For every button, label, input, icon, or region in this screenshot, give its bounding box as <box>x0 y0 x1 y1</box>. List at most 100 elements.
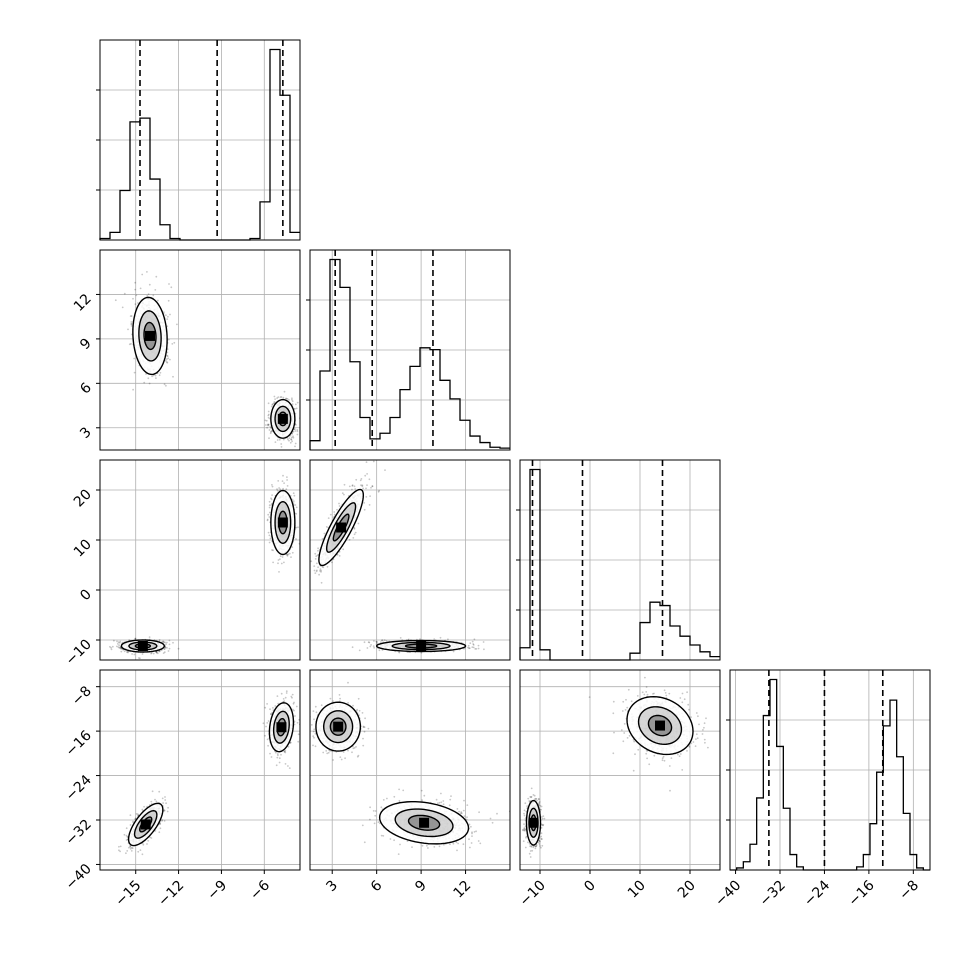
y-tick-label-2-0: −10 <box>63 637 95 669</box>
y-tick-label-2-3: 20 <box>71 487 95 511</box>
panel-frame <box>309 669 511 871</box>
x-tick-label-3-4: −8 <box>896 878 922 904</box>
contour-1-0-1-1 <box>274 405 292 433</box>
density-peak <box>276 722 287 733</box>
y-tick-label-1-2: 9 <box>77 335 95 353</box>
density-peak <box>416 641 427 651</box>
y-tick-label-1-3: 12 <box>71 291 95 315</box>
y-tick-label-3-1: −32 <box>63 817 95 849</box>
panel-frame <box>309 459 511 661</box>
panel-frame <box>99 669 301 871</box>
density-peak <box>145 330 155 341</box>
y-tick-label-3-2: −24 <box>63 772 95 804</box>
contour-3-1-1-1 <box>394 808 454 838</box>
x-tick-label-0-3: −6 <box>247 877 273 903</box>
pair-panel-2-0 <box>99 459 301 661</box>
contour-2-0-0-2 <box>134 643 152 649</box>
x-tick-label-1-1: 6 <box>368 877 386 895</box>
contour-2-0-1-1 <box>274 500 292 545</box>
y-tick-label-3-3: −16 <box>63 728 95 760</box>
contour-3-1-0-0 <box>315 701 362 752</box>
contour-2-1-0-0 <box>318 488 365 567</box>
panel-frame <box>99 249 301 451</box>
contour-3-2-1-1 <box>637 706 683 746</box>
contour-2-0-1-2 <box>277 510 288 535</box>
density-peak <box>140 819 151 830</box>
x-tick-label-3-2: −24 <box>801 877 833 909</box>
histogram-panel-2 <box>516 459 721 661</box>
contour-2-1-1-1 <box>391 641 451 651</box>
x-tick-label-2-0: −10 <box>517 878 549 910</box>
x-tick-label-0-1: −12 <box>155 878 187 910</box>
x-tick-label-1-3: 12 <box>450 878 474 902</box>
y-tick-label-1-0: 3 <box>77 424 95 442</box>
density-peak <box>277 517 288 528</box>
density-peak <box>333 721 344 732</box>
density-peak <box>419 817 430 828</box>
histogram-step-0 <box>99 48 300 241</box>
contour-3-2-0-2 <box>530 814 537 832</box>
contour-1-0-0-0 <box>132 296 168 376</box>
density-peak <box>137 641 148 651</box>
contour-2-0-0-0 <box>120 639 166 653</box>
contour-3-1-1-2 <box>407 814 441 831</box>
contour-1-0-1-2 <box>277 411 288 427</box>
contour-3-0-1-2 <box>276 717 287 737</box>
histogram-panel-3 <box>726 669 931 871</box>
y-tick-label-1-1: 6 <box>77 380 95 398</box>
contour-1-0-1-0 <box>270 398 296 439</box>
density-peak <box>655 720 665 731</box>
pair-panel-3-2 <box>519 669 721 871</box>
x-tick-label-1-0: 3 <box>323 878 341 896</box>
panel-frame <box>729 669 931 871</box>
contour-2-1-0-1 <box>325 502 357 553</box>
x-tick-label-2-3: 20 <box>675 878 699 902</box>
panel-frame <box>309 249 511 451</box>
x-tick-label-3-3: −16 <box>846 877 878 909</box>
contour-3-0-0-0 <box>127 802 164 847</box>
contour-2-0-0-1 <box>128 641 158 651</box>
histogram-step-2 <box>519 468 720 661</box>
contour-3-2-1-2 <box>647 714 673 737</box>
contour-3-2-0-1 <box>528 807 539 838</box>
x-tick-label-0-2: −9 <box>204 878 230 904</box>
contour-3-1-1-0 <box>378 800 470 845</box>
density-peak <box>528 817 539 828</box>
contour-3-1-0-2 <box>329 717 347 736</box>
contour-3-1-0-1 <box>322 710 354 744</box>
y-tick-label-2-1: 0 <box>77 587 95 605</box>
contour-3-2-1-0 <box>626 695 694 756</box>
pair-panel-3-0 <box>99 669 301 871</box>
panel-frame <box>99 39 301 241</box>
x-tick-label-1-2: 9 <box>412 878 430 896</box>
pair-panel-3-1 <box>309 669 511 871</box>
contour-3-0-1-0 <box>268 702 295 753</box>
density-peak <box>277 413 288 424</box>
y-tick-label-3-0: −40 <box>63 861 95 893</box>
y-tick-label-2-2: 10 <box>71 537 95 561</box>
contour-3-0-1-1 <box>272 710 290 744</box>
contour-3-2-0-0 <box>525 799 542 846</box>
histogram-step-3 <box>730 678 930 871</box>
panel-frame <box>519 459 721 661</box>
pair-panel-1-0 <box>99 249 301 451</box>
x-tick-label-2-1: 0 <box>581 878 599 896</box>
x-tick-label-3-0: −40 <box>712 878 744 910</box>
panel-frame <box>99 459 301 661</box>
x-tick-label-3-1: −32 <box>757 878 789 910</box>
contour-2-1-1-0 <box>375 639 467 653</box>
contour-3-0-0-2 <box>139 816 153 833</box>
contour-1-0-0-1 <box>138 310 162 362</box>
contour-2-1-0-2 <box>332 513 350 542</box>
histogram-panel-1 <box>306 249 511 451</box>
panel-frame <box>519 669 721 871</box>
pair-panel-2-1 <box>309 459 511 661</box>
contour-1-0-0-2 <box>143 321 157 351</box>
histogram-step-1 <box>309 258 510 450</box>
x-tick-label-2-2: 10 <box>625 878 649 902</box>
contour-3-0-0-1 <box>133 810 158 839</box>
x-tick-label-0-0: −15 <box>112 878 144 910</box>
histogram-panel-0 <box>96 39 301 241</box>
contour-2-0-1-0 <box>270 489 296 556</box>
